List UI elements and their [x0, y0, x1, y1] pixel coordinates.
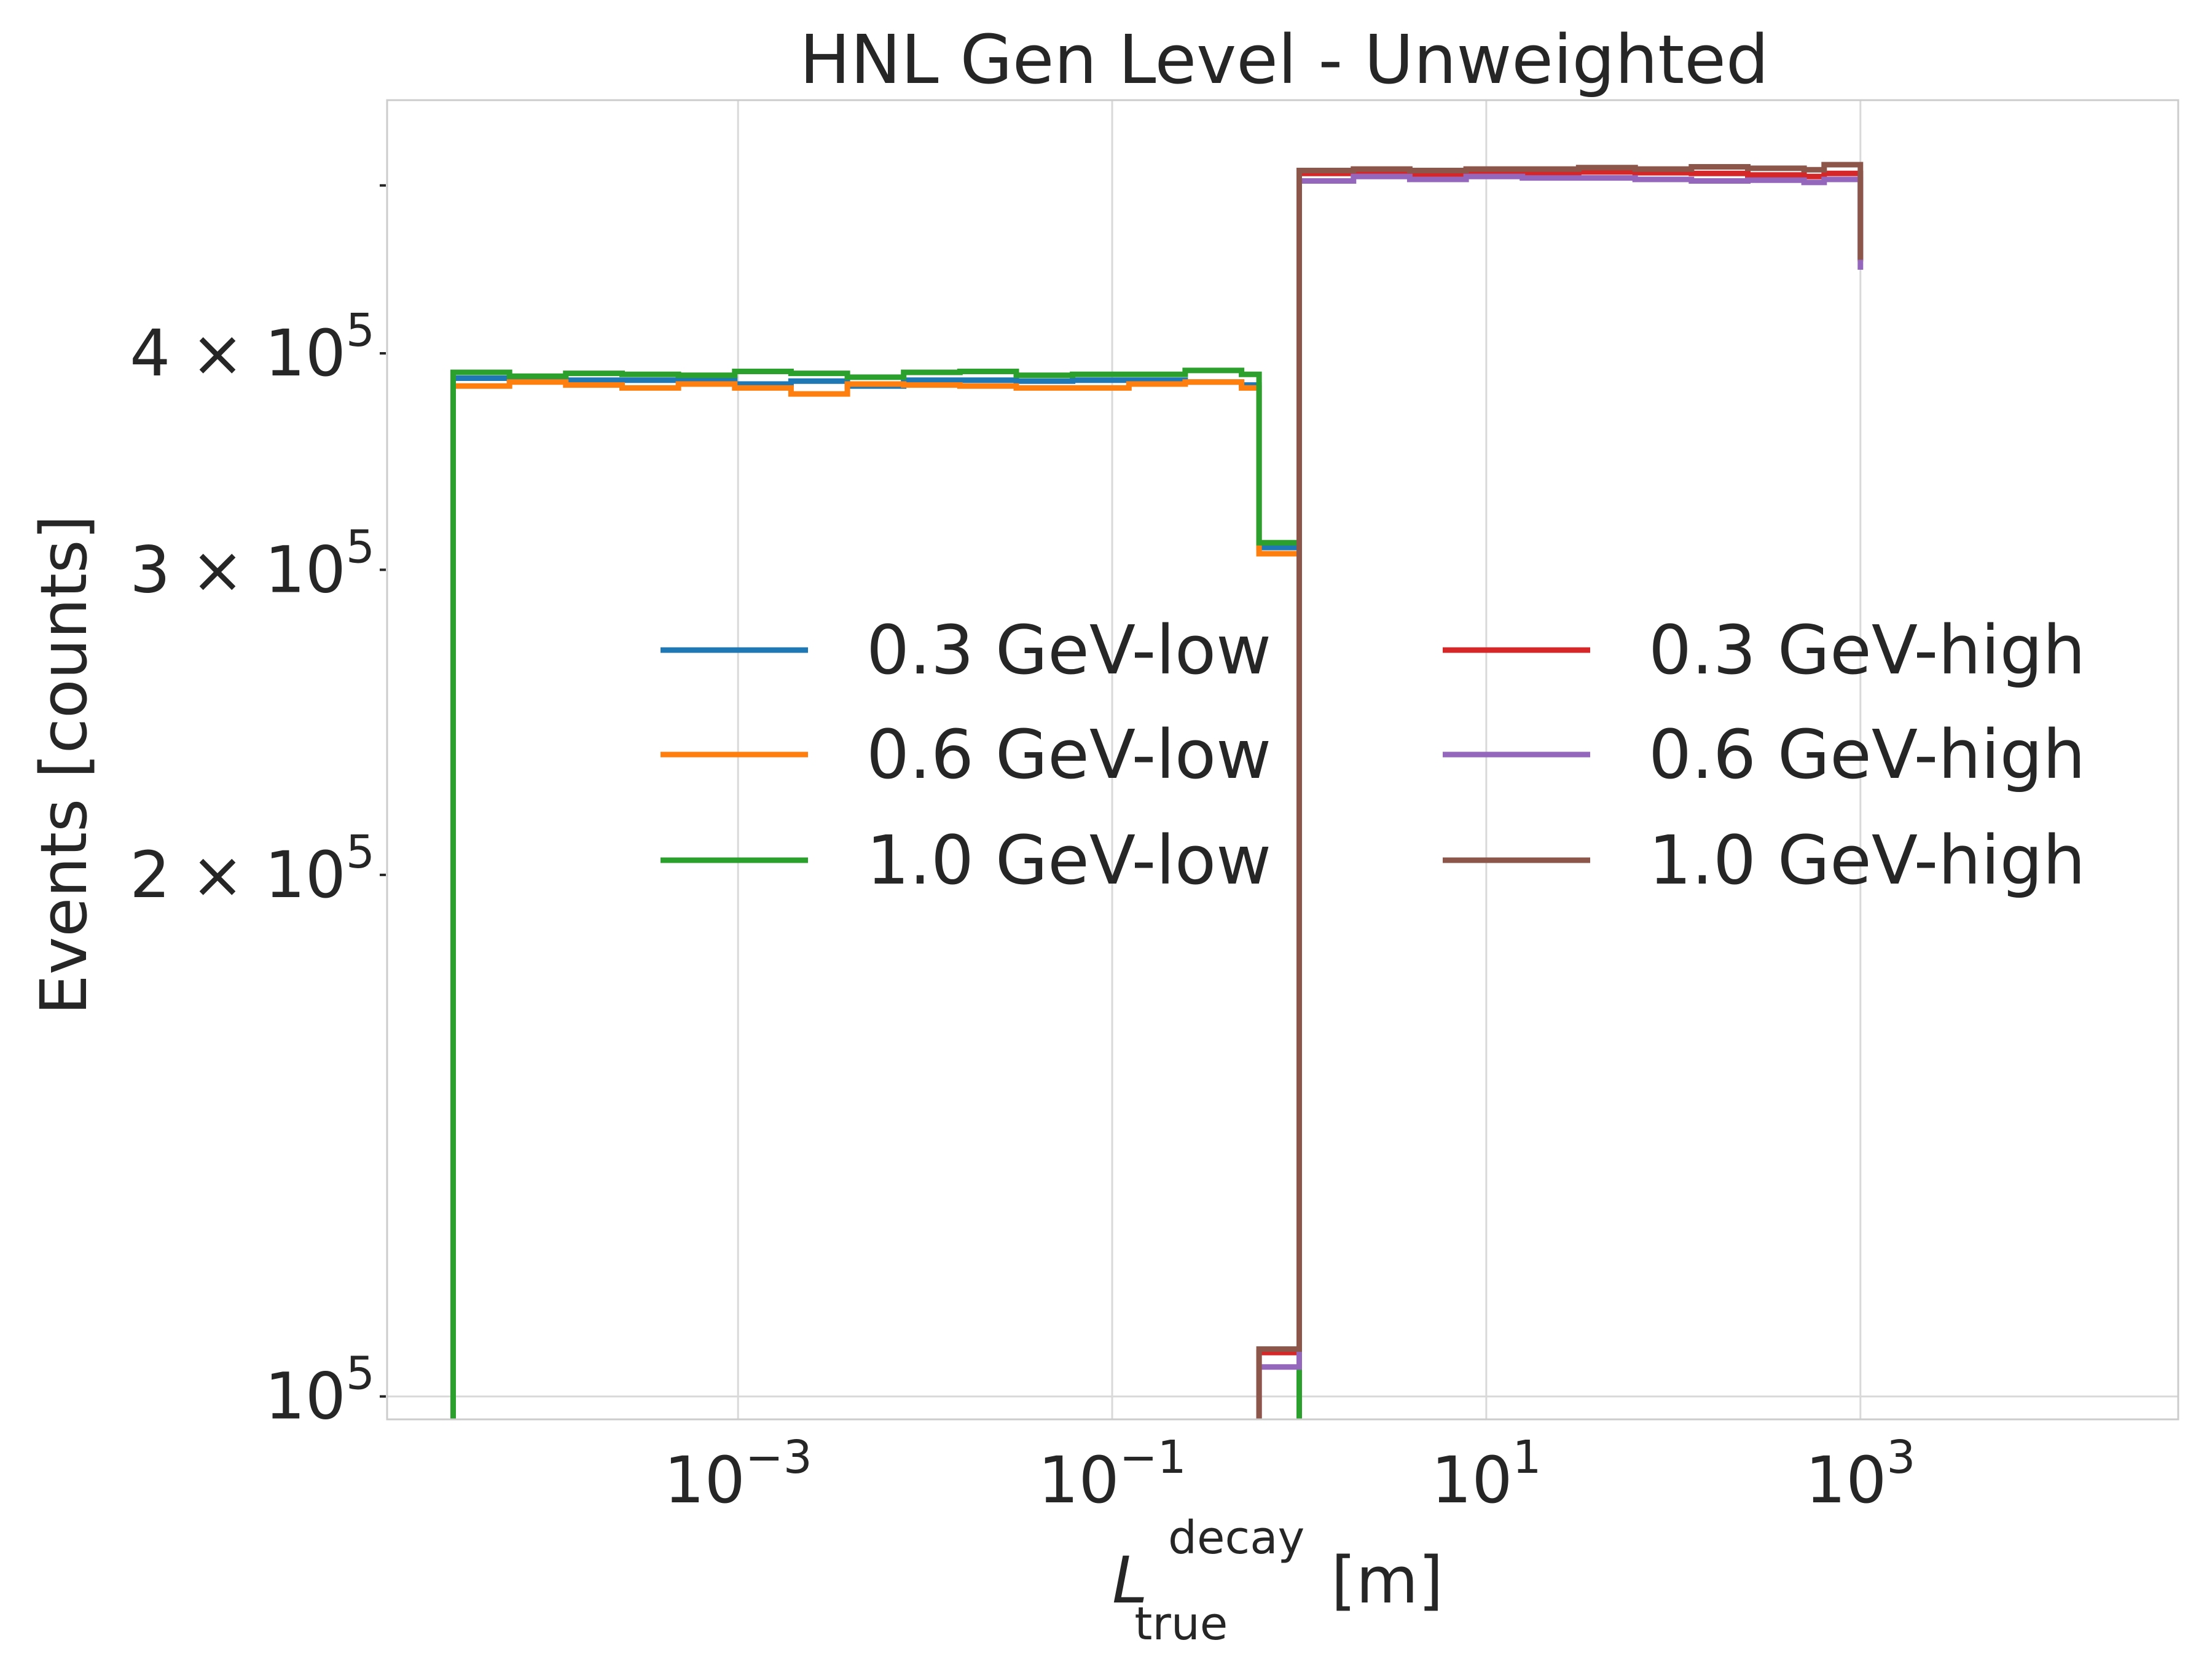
y-tick-label: 105 — [265, 1347, 375, 1434]
x-tick-exponent: −1 — [1120, 1431, 1186, 1484]
legend-label: 1.0 GeV-low — [866, 821, 1271, 900]
series-1-0-gev-high — [1256, 162, 1864, 1419]
x-tick-base: 10 — [664, 1443, 745, 1518]
series-layer — [450, 162, 1864, 1419]
x-axis-label-superscript: decay — [1168, 1512, 1304, 1564]
series-0-6-gev-low — [450, 379, 1302, 1419]
x-axis-label-unit: [m] — [1331, 1543, 1443, 1618]
x-tick-exponent: 1 — [1513, 1431, 1542, 1484]
x-tick-label: 101 — [1431, 1431, 1541, 1518]
y-tick-exponent: 5 — [346, 304, 375, 357]
plot-frame — [386, 99, 2179, 1421]
legend-label: 0.3 GeV-high — [1649, 611, 2085, 689]
x-tick-base: 10 — [1805, 1443, 1886, 1518]
y-tick-label: 3 × 105 — [130, 520, 375, 607]
y-axis-label: Events [counts] — [26, 515, 101, 1015]
y-tick-mantissa: 3 × 10 — [130, 532, 346, 607]
y-tick-exponent: 5 — [346, 520, 375, 573]
chart-title: HNL Gen Level - Unweighted — [799, 20, 1768, 99]
series-1-0-gev-low — [450, 367, 1302, 1419]
y-tick-mantissa: 2 × 10 — [130, 837, 346, 912]
legend: 0.3 GeV-low 0.6 GeV-low 1.0 GeV-low 0.3 GeV… — [661, 611, 2085, 900]
x-axis-label: L decay true [m] — [1112, 1494, 1443, 1655]
x-tick-exponent: 3 — [1886, 1431, 1915, 1484]
x-tick-label: 10−1 — [1038, 1431, 1186, 1518]
y-tick-label: 2 × 105 — [130, 826, 375, 912]
x-tick-base: 10 — [1038, 1443, 1119, 1518]
x-tick-base: 10 — [1431, 1443, 1512, 1518]
x-tick-label: 10−3 — [664, 1431, 812, 1518]
y-tick-exponent: 5 — [346, 1347, 375, 1400]
legend-label: 1.0 GeV-high — [1649, 821, 2085, 900]
legend-label: 0.3 GeV-low — [866, 611, 1271, 689]
legend-label: 0.6 GeV-low — [866, 715, 1271, 794]
series-0-6-gev-high — [1256, 173, 1864, 1419]
y-tick-mantissa: 4 × 10 — [130, 316, 346, 391]
legend-label: 0.6 GeV-high — [1649, 715, 2085, 794]
x-tick-exponent: −3 — [745, 1431, 812, 1484]
x-tick-label: 103 — [1805, 1431, 1915, 1518]
series-0-3-gev-high — [1256, 169, 1864, 1419]
x-axis-label-subscript: true — [1134, 1598, 1228, 1650]
x-axis-label-symbol: L — [1112, 1543, 1148, 1618]
y-tick-exponent: 5 — [346, 826, 375, 879]
y-tick-mantissa: 10 — [265, 1359, 346, 1434]
grid — [387, 100, 2178, 1419]
y-tick-label: 4 × 105 — [130, 304, 375, 391]
